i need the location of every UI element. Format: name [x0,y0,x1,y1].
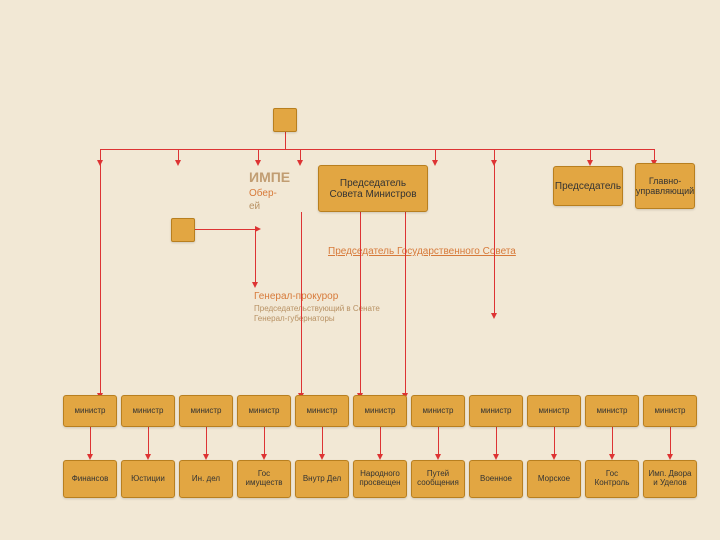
chief-mgr-box: Главно-управляющий [635,163,695,209]
minister-box: министр [469,395,523,427]
faded-line: ИМПЕ [249,168,290,187]
ministry-box: Военное [469,460,523,498]
minister-box: министр [179,395,233,427]
ministry-box: Имп. Двора и Уделов [643,460,697,498]
ministry-box: Гос Контроль [585,460,639,498]
minister-box: министр [527,395,581,427]
chairman-box: Председатель [553,166,623,206]
minister-box: министр [411,395,465,427]
ministry-box: Путей сообщения [411,460,465,498]
square-top [273,108,297,132]
faded-line: Обер- [249,187,290,201]
ministry-box: Финансов [63,460,117,498]
minister-box: министр [63,395,117,427]
minister-box: министр [643,395,697,427]
minister-box: министр [353,395,407,427]
ministry-box: Гос имуществ [237,460,291,498]
ministry-box: Юстиции [121,460,175,498]
minister-box: министр [585,395,639,427]
ministry-box: Ин. дел [179,460,233,498]
chief-mgr-label: Главно-управляющий [636,176,694,196]
square-left [171,218,195,242]
gossovet-link[interactable]: Председатель Государственного Совета [328,246,516,257]
pm-box: Председатель Совета Министров [318,165,428,212]
chairman-label: Председатель [555,181,621,192]
minister-box: министр [121,395,175,427]
ministry-box: Морское [527,460,581,498]
minister-box: министр [295,395,349,427]
pm-label: Председатель Совета Министров [323,178,423,200]
faded-line: ей [249,200,290,214]
minister-box: министр [237,395,291,427]
ministry-box: Внутр Дел [295,460,349,498]
ministry-box: Народного просвещен [353,460,407,498]
faded-text-upper: ИМПЕ Обер- ей [249,168,290,214]
